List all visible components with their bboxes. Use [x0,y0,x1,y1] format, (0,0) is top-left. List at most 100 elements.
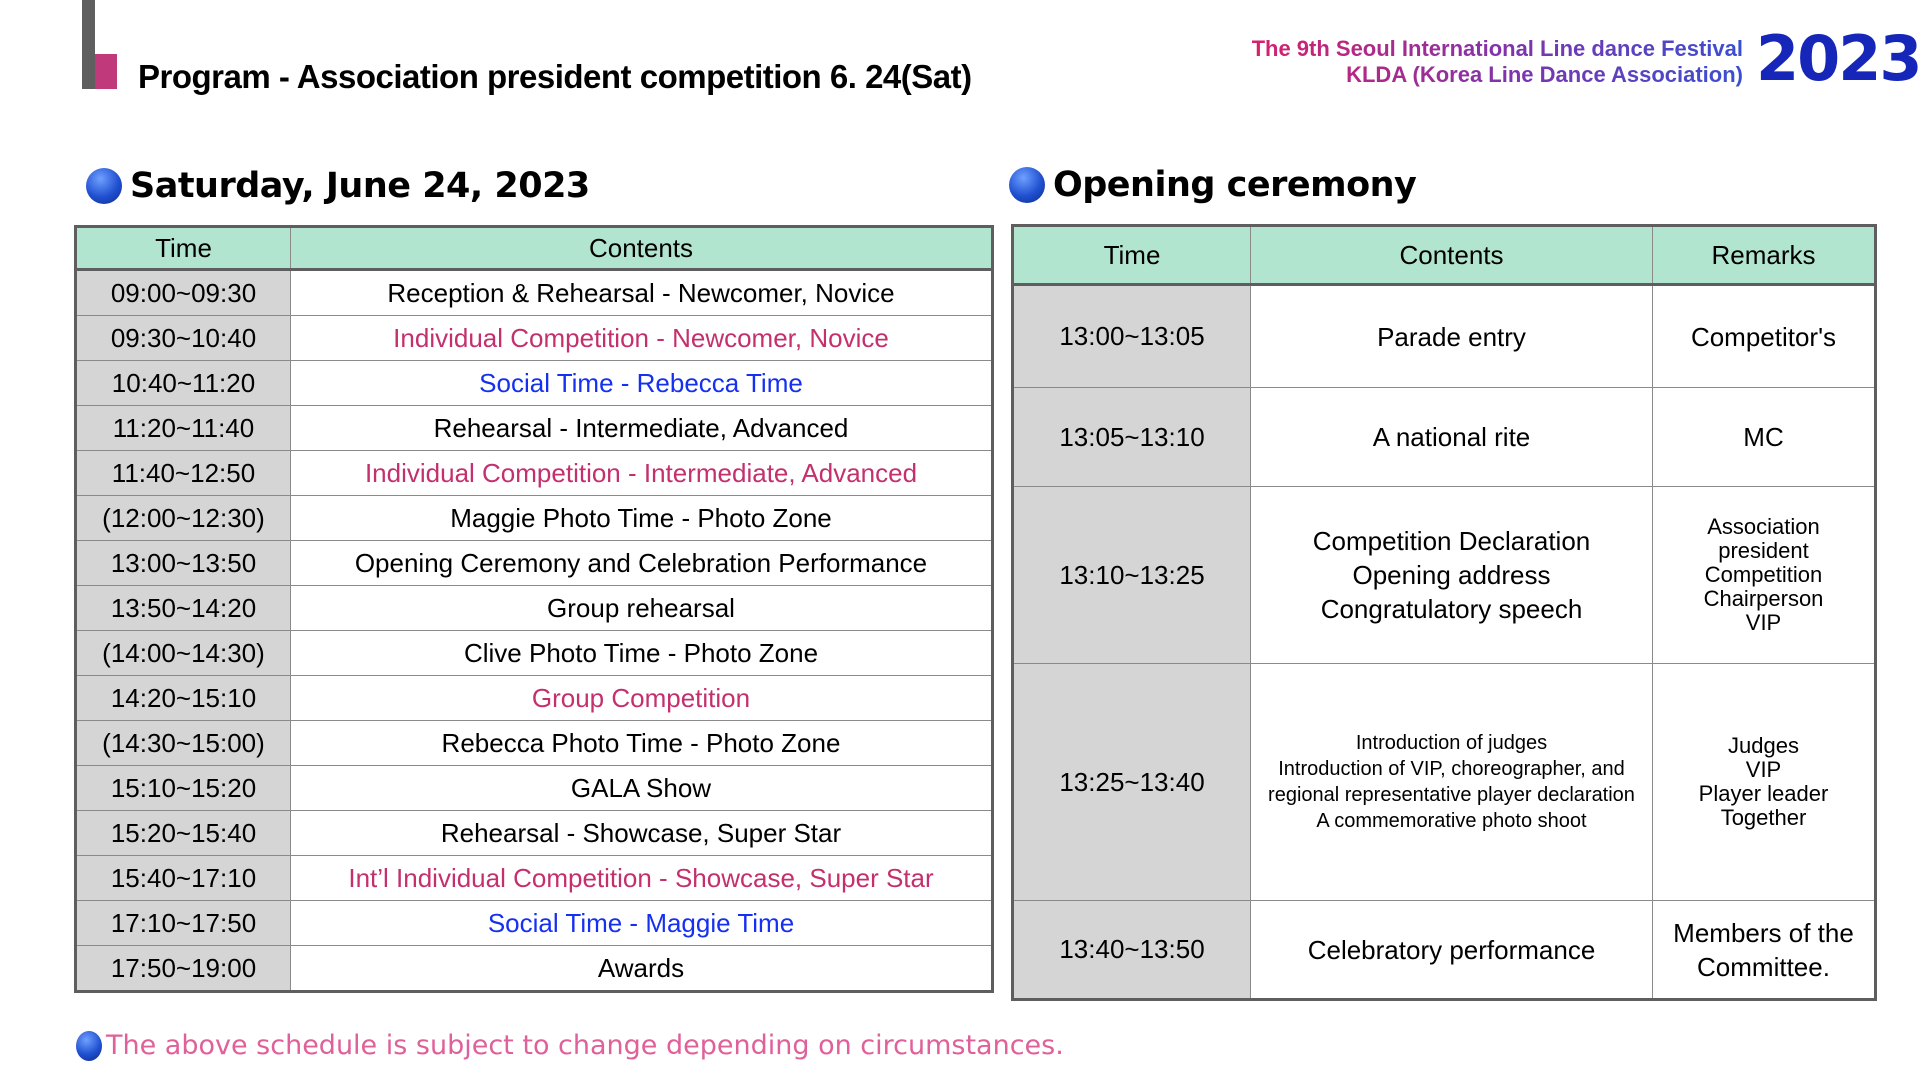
time-cell: 13:05~13:10 [1012,387,1251,487]
time-cell: 17:50~19:00 [75,945,291,992]
contents-cell: Int’l Individual Competition - Showcase,… [290,855,993,901]
time-cell: 13:25~13:40 [1012,663,1251,901]
schedule-row: 11:20~11:40 Rehearsal - Intermediate, Adv… [75,405,993,451]
contents-cell: Celebratory performance [1250,900,1653,1000]
blue-bullet-icon [86,168,122,204]
contents-cell: Parade entry [1250,284,1653,388]
time-cell: (14:30~15:00) [75,720,291,766]
remarks-line: Association [1707,514,1820,539]
contents-cell: GALA Show [290,765,993,811]
ceremony-row: 13:10~13:25 Competition Declaration Openin… [1012,486,1876,664]
ceremony-row: 13:25~13:40 Introduction of judges Introdu… [1012,663,1876,901]
schedule-row: 13:50~14:20 Group rehearsal [75,585,993,631]
contents-cell: Social Time - Maggie Time [290,900,993,946]
time-cell: 09:30~10:40 [75,315,291,361]
blue-bullet-icon [76,1030,102,1061]
title-accent-bar [82,0,95,89]
time-cell: 13:40~13:50 [1012,900,1251,1000]
contents-cell: Clive Photo Time - Photo Zone [290,630,993,676]
schedule-row: 17:10~17:50 Social Time - Maggie Time [75,900,993,946]
blue-bullet-icon [1009,167,1045,203]
contents-cell: Rehearsal - Intermediate, Advanced [290,405,993,451]
contents-cell: Reception & Rehearsal - Newcomer, Novice [290,269,993,316]
festival-name: The 9th Seoul International Line dance F… [1252,36,1743,88]
remarks-line: Judges [1728,733,1799,758]
schedule-row: 13:00~13:50 Opening Ceremony and Celebrat… [75,540,993,586]
time-cell: (14:00~14:30) [75,630,291,676]
contents-line: Parade entry [1377,321,1526,352]
contents-line: A national rite [1372,422,1531,452]
contents-cell: Awards [290,945,993,992]
schedule-table: Time Contents 09:00~09:30 Reception & Reh… [74,225,994,993]
contents-line: Celebratory performance [1307,934,1596,965]
remarks-line: Chairperson [1703,586,1824,611]
schedule-row: 09:00~09:30 Reception & Rehearsal - Newco… [75,269,993,316]
ceremony-row: 13:40~13:50 Celebratory performance Member… [1012,900,1876,1000]
schedule-heading-text: Saturday, June 24, 2023 [130,166,590,206]
contents-line: A commemorative photo shoot [1316,810,1587,832]
title-accent-square [95,54,117,89]
schedule-row: (14:30~15:00) Rebecca Photo Time - Photo … [75,720,993,766]
time-cell: (12:00~12:30) [75,495,291,541]
time-cell: 15:40~17:10 [75,855,291,901]
contents-line: Competition Declaration [1312,526,1591,556]
contents-cell: Individual Competition - Newcomer, Novic… [290,315,993,361]
remarks-line: Committee. [1697,951,1830,982]
schedule-row: 15:40~17:10 Int’l Individual Competition … [75,855,993,901]
time-cell: 11:20~11:40 [75,405,291,451]
ceremony-heading-text: Opening ceremony [1053,165,1417,205]
footnote: The above schedule is subject to change … [76,1030,1064,1061]
footnote-text: The above schedule is subject to change … [106,1030,1064,1061]
contents-cell: Social Time - Rebecca Time [290,360,993,406]
contents-cell: Group rehearsal [290,585,993,631]
contents-cell: Rebecca Photo Time - Photo Zone [290,720,993,766]
schedule-row: 14:20~15:10 Group Competition [75,675,993,721]
contents-cell: Rehearsal - Showcase, Super Star [290,810,993,856]
time-cell: 13:00~13:50 [75,540,291,586]
schedule-row: 17:50~19:00 Awards [75,945,993,992]
time-cell: 09:00~09:30 [75,269,291,316]
remarks-cell: Members of the Committee. [1652,900,1876,1000]
contents-cell: Introduction of judges Introduction of VI… [1250,663,1653,901]
schedule-row: (14:00~14:30) Clive Photo Time - Photo Zo… [75,630,993,676]
column-header-contents: Contents [1250,225,1653,286]
time-cell: 15:10~15:20 [75,765,291,811]
festival-line-1: The 9th Seoul International Line dance F… [1251,36,1743,61]
column-header-contents: Contents [290,226,993,271]
column-header-time: Time [1012,225,1251,286]
contents-cell: A national rite [1250,387,1653,487]
column-header-time: Time [75,226,291,271]
remarks-cell: Judges VIP Player leader Together [1652,663,1876,901]
remarks-line: VIP [1745,757,1782,782]
festival-line-2: KLDA (Korea Line Dance Association) [1252,62,1743,88]
time-cell: 15:20~15:40 [75,810,291,856]
schedule-row: 10:40~11:20 Social Time - Rebecca Time [75,360,993,406]
contents-cell: Opening Ceremony and Celebration Perform… [290,540,993,586]
contents-line: Introduction of VIP, choreographer, and … [1268,758,1635,806]
contents-cell: Maggie Photo Time - Photo Zone [290,495,993,541]
schedule-row: 11:40~12:50 Individual Competition - Inte… [75,450,993,496]
ceremony-row: 13:05~13:10 A national rite MC [1012,387,1876,487]
time-cell: 13:00~13:05 [1012,284,1251,388]
remarks-line: MC [1743,422,1784,452]
remarks-line: Competition [1704,562,1823,587]
contents-cell: Competition Declaration Opening address Co… [1250,486,1653,664]
remarks-line: Competitor's [1690,321,1837,352]
remarks-cell: Association president Competition Chairpers… [1652,486,1876,664]
schedule-heading: Saturday, June 24, 2023 [86,166,590,206]
remarks-cell: Competitor's [1652,284,1876,388]
ceremony-heading: Opening ceremony [1009,165,1417,205]
remarks-line: Player leader [1698,781,1829,806]
schedule-row: 15:10~15:20 GALA Show [75,765,993,811]
page-title: Program - Association president competit… [138,58,972,95]
time-cell: 14:20~15:10 [75,675,291,721]
schedule-row: 09:30~10:40 Individual Competition - Newc… [75,315,993,361]
contents-cell: Group Competition [290,675,993,721]
contents-cell: Individual Competition - Intermediate, A… [290,450,993,496]
festival-year: 2023 [1756,22,1920,95]
contents-line: Introduction of judges [1355,732,1548,754]
remarks-line: Together [1720,805,1807,830]
time-cell: 11:40~12:50 [75,450,291,496]
schedule-row: (12:00~12:30) Maggie Photo Time - Photo Z… [75,495,993,541]
time-cell: 17:10~17:50 [75,900,291,946]
